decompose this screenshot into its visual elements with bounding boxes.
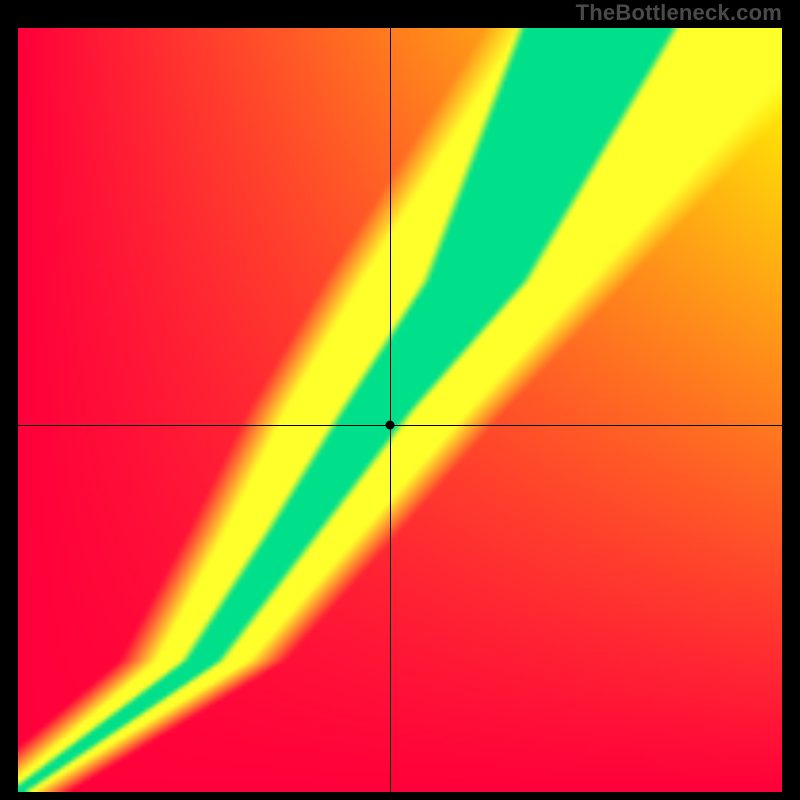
watermark-text: TheBottleneck.com	[576, 0, 782, 26]
crosshair-vertical	[390, 28, 391, 792]
marker-dot	[386, 421, 395, 430]
crosshair-horizontal	[18, 425, 782, 426]
bottleneck-heatmap	[18, 28, 782, 792]
chart-container: TheBottleneck.com	[0, 0, 800, 800]
